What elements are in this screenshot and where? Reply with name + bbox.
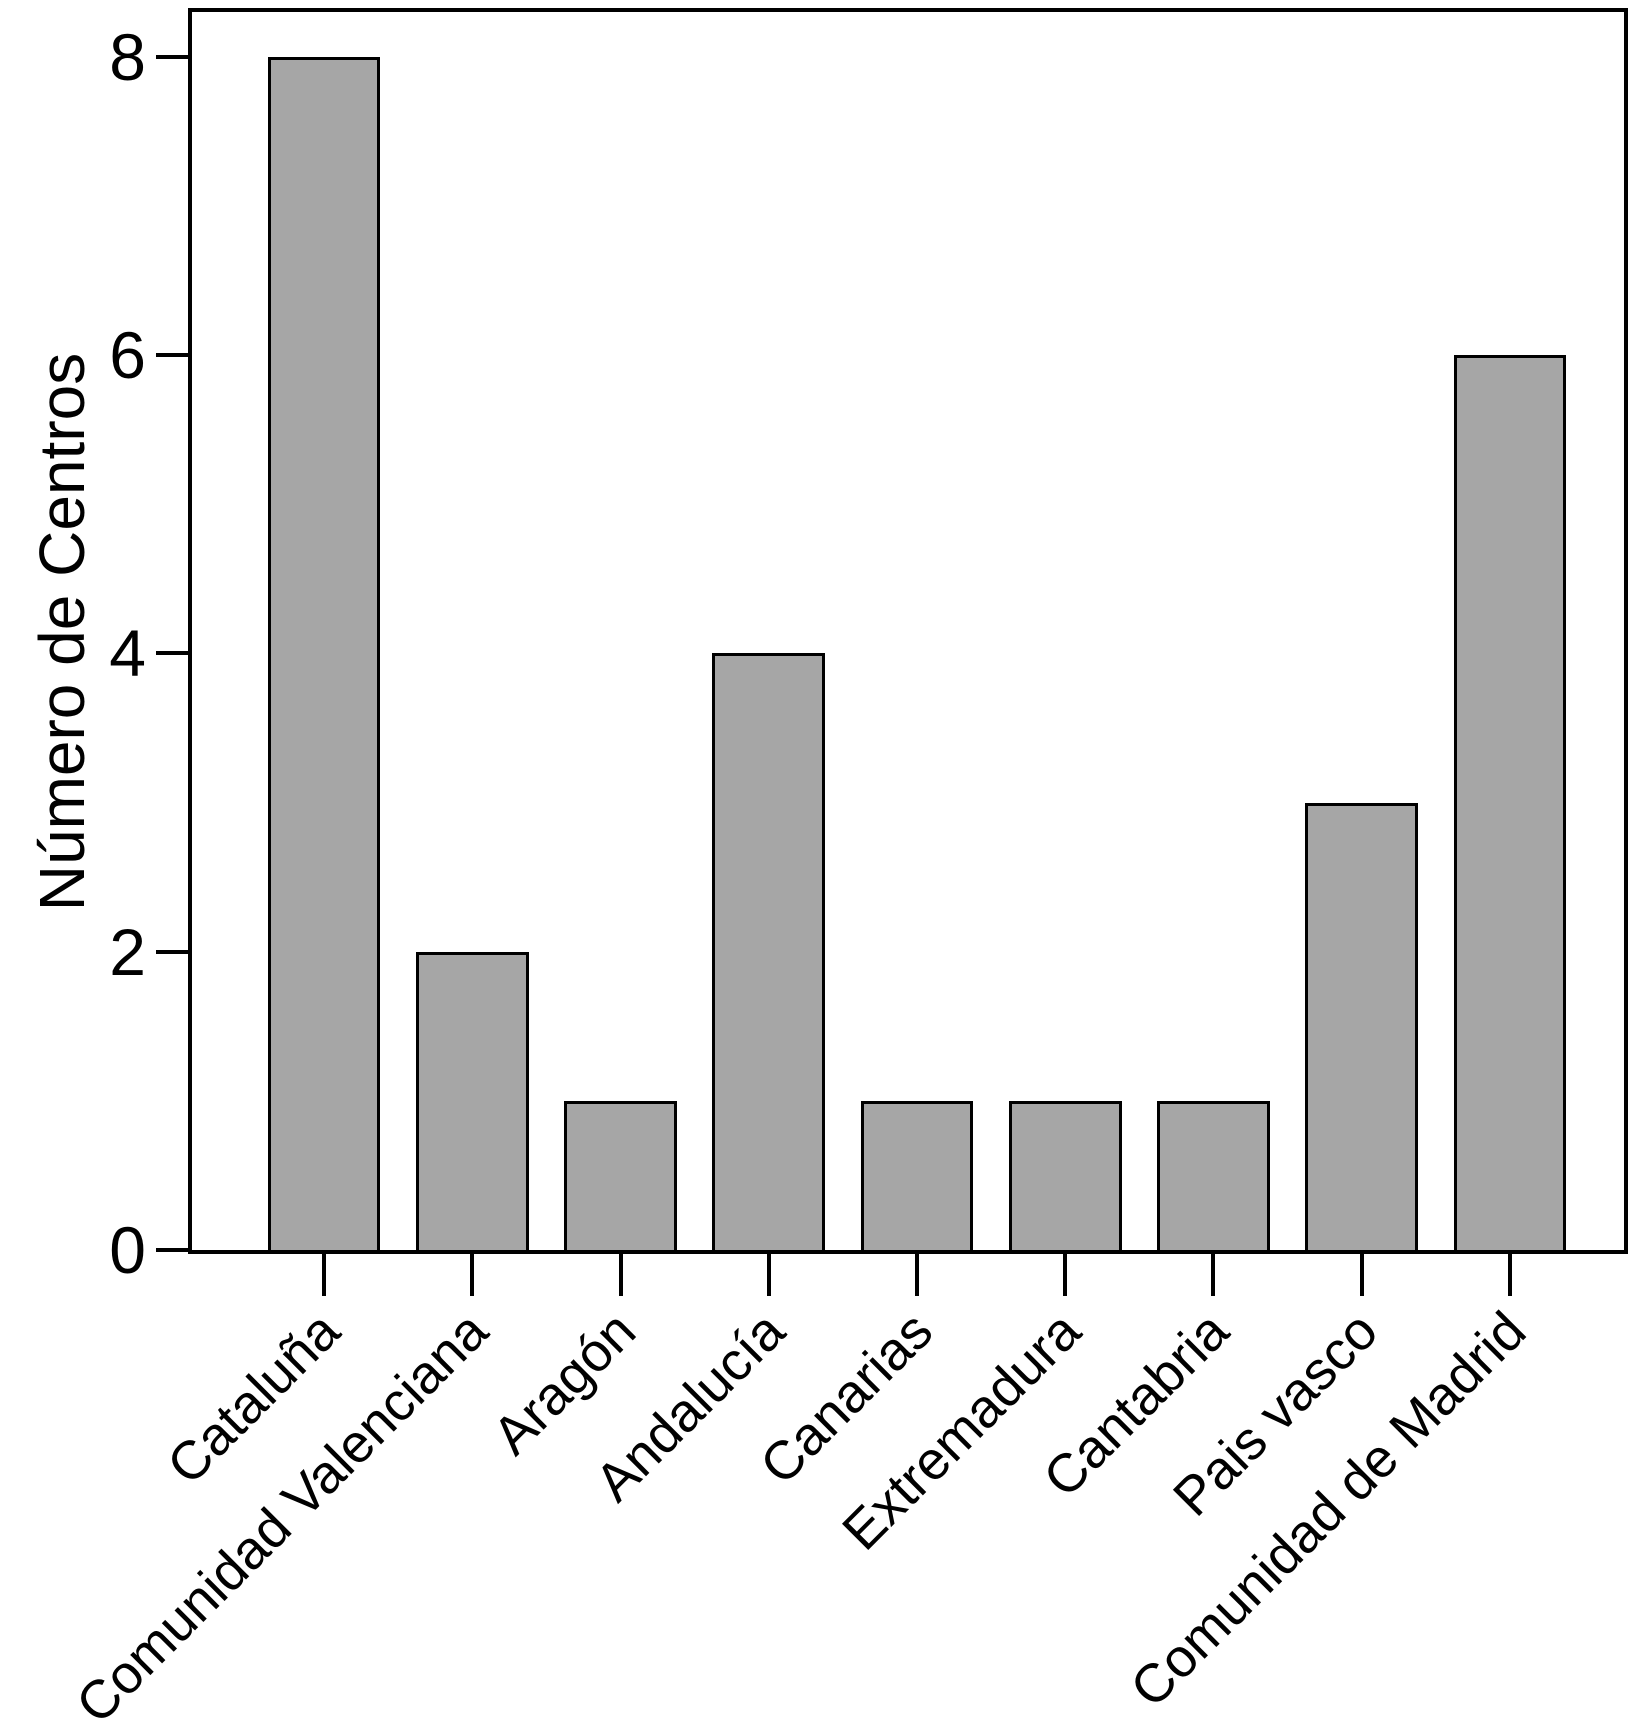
bar — [267, 56, 381, 1250]
y-tick-label: 6 — [109, 318, 146, 393]
bar — [564, 1100, 677, 1250]
bar — [1008, 1100, 1122, 1250]
y-axis-title: Número de Centros — [26, 352, 98, 912]
bar — [416, 951, 529, 1250]
x-tick-mark — [1359, 1254, 1364, 1296]
y-tick-mark — [156, 651, 188, 656]
y-tick-label: 0 — [109, 1213, 146, 1287]
y-tick-label: 4 — [109, 616, 146, 691]
x-tick-mark — [1507, 1254, 1512, 1296]
y-tick-label: 8 — [109, 19, 146, 94]
bar — [1157, 1100, 1270, 1250]
x-tick-mark — [618, 1254, 623, 1296]
bar-slot: Pais vasco — [1162, 12, 1436, 1528]
bar-slot: Cataluña — [156, 12, 398, 1496]
y-tick-mark — [156, 353, 188, 358]
y-tick-mark — [156, 949, 188, 954]
bar — [1305, 802, 1418, 1250]
bar-slot: Canarias — [749, 12, 991, 1496]
bar-slot: Comunidad de Madrid — [1119, 12, 1584, 1719]
bar-slot: Aragón — [482, 12, 694, 1466]
bars-row: Cataluña Comunidad Valenciana Aragón Andalu… — [65, 12, 1624, 1729]
y-tick-label: 2 — [109, 914, 146, 989]
bar-slot: Comunidad Valenciana — [65, 12, 546, 1729]
bar — [1453, 355, 1567, 1250]
x-tick-mark — [1211, 1254, 1216, 1296]
bar — [712, 653, 826, 1250]
bar-slot: Extremadura — [831, 12, 1139, 1562]
x-tick-mark — [322, 1254, 327, 1296]
plot-area: Cataluña Comunidad Valenciana Aragón Andalu… — [65, 8, 1628, 1729]
bar-slot: Cantabria — [1032, 12, 1287, 1509]
y-tick-mark — [156, 1248, 188, 1252]
y-tick-mark — [156, 54, 188, 59]
x-tick-mark — [914, 1254, 919, 1296]
bar — [860, 1100, 974, 1250]
x-tick-mark — [470, 1254, 475, 1296]
bar-slot: Andalucía — [584, 12, 843, 1513]
x-tick-mark — [1063, 1254, 1068, 1296]
x-tick-mark — [766, 1254, 771, 1296]
